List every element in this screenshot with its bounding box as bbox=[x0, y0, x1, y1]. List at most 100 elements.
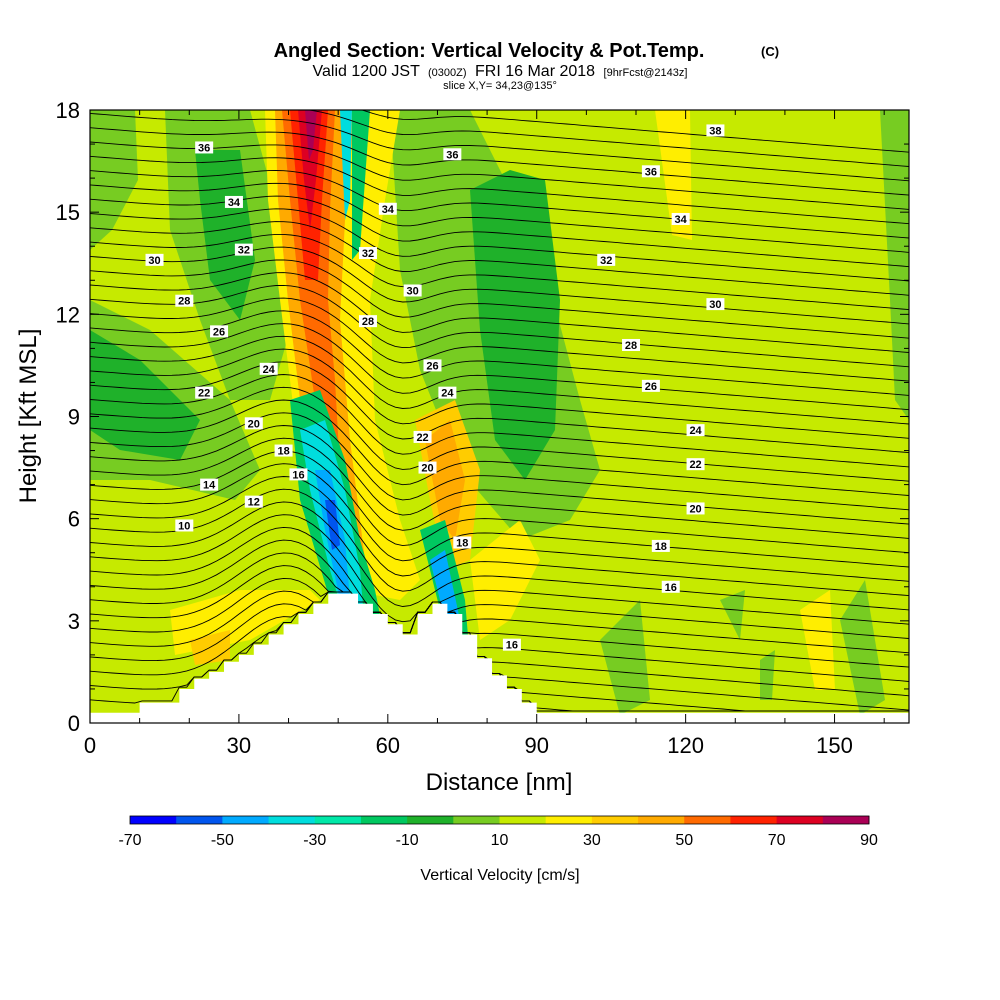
y-tick-label: 12 bbox=[56, 302, 80, 327]
contour-label-text: 26 bbox=[426, 360, 438, 372]
pot-temp-contour bbox=[90, 112, 909, 182]
colorbar-swatch bbox=[591, 816, 639, 824]
x-axis: 0 30 60 90 120 150 bbox=[84, 110, 885, 758]
colorbar-tick-label: 90 bbox=[860, 832, 878, 849]
contour-label-text: 36 bbox=[645, 166, 657, 178]
y-tick-label: 9 bbox=[68, 405, 80, 430]
streak-green bbox=[352, 110, 370, 260]
pot-temp-contour bbox=[90, 272, 909, 353]
contour-label-text: 34 bbox=[228, 197, 241, 209]
contour-label: 32 bbox=[358, 247, 377, 260]
subtitle-valid: Valid 1200 JST bbox=[313, 63, 421, 80]
y-tick-label: 15 bbox=[56, 200, 80, 225]
contour-label-bg bbox=[502, 638, 521, 651]
contour-label-text: 16 bbox=[292, 469, 304, 481]
contour-label-bg bbox=[403, 284, 422, 297]
updraft-plume-inner bbox=[282, 110, 340, 480]
downdraft-second-inner bbox=[430, 550, 460, 630]
contour-label-text: 24 bbox=[263, 364, 276, 376]
contour-label: 22 bbox=[686, 458, 705, 471]
contour-label-bg bbox=[259, 362, 278, 375]
pot-temp-contour bbox=[90, 450, 909, 554]
y-tick-label: 18 bbox=[56, 98, 80, 123]
contour-label: 36 bbox=[195, 141, 214, 154]
colorbar-swatch bbox=[730, 816, 778, 824]
contour-label-bg bbox=[145, 253, 164, 266]
contour-label-text: 30 bbox=[407, 285, 419, 297]
contour-label-bg bbox=[686, 424, 705, 437]
contour-label-text: 36 bbox=[198, 142, 210, 154]
contour-label-text: 22 bbox=[689, 459, 701, 471]
contour-label-bg bbox=[274, 444, 293, 457]
contour-label-text: 28 bbox=[625, 340, 637, 352]
pot-temp-contour bbox=[360, 110, 909, 153]
ww-region-center-dark bbox=[470, 170, 560, 480]
pot-temp-contour bbox=[90, 141, 909, 210]
colorbar-label: Vertical Velocity [cm/s] bbox=[420, 867, 579, 884]
pot-temp-contour bbox=[90, 526, 909, 639]
contour-label-text: 20 bbox=[248, 418, 260, 430]
contour-label-bg bbox=[418, 461, 437, 474]
contour-label-bg bbox=[423, 359, 442, 372]
colorbar-swatch bbox=[360, 816, 408, 824]
contour-label-bg bbox=[244, 417, 263, 430]
contour-label: 12 bbox=[244, 495, 263, 509]
pot-temp-contour bbox=[90, 501, 909, 611]
colorbar-tick-label: -70 bbox=[118, 832, 141, 849]
pot-temp-contour bbox=[90, 182, 909, 253]
contour-label-text: 22 bbox=[198, 388, 210, 400]
contour-label: 24 bbox=[438, 386, 457, 400]
contour-label: 10 bbox=[175, 519, 194, 532]
x-tick-label: 120 bbox=[667, 733, 704, 758]
contour-label-bg bbox=[210, 325, 229, 338]
contour-label: 36 bbox=[641, 165, 660, 178]
contour-label: 18 bbox=[651, 539, 670, 553]
contour-label-bg bbox=[358, 247, 377, 260]
contour-label: 20 bbox=[686, 502, 705, 515]
contour-label-bg bbox=[706, 298, 725, 311]
contour-label-bg bbox=[686, 502, 705, 515]
contour-label-bg bbox=[234, 243, 253, 256]
pot-temp-contour bbox=[90, 323, 909, 411]
contour-label: 16 bbox=[289, 468, 308, 481]
ww-region-east-lower-2 bbox=[840, 580, 885, 715]
x-tick-label: 90 bbox=[524, 733, 548, 758]
pot-temp-contour bbox=[90, 233, 909, 311]
contour-label-bg bbox=[224, 195, 243, 208]
ww-region-west-mid-dark bbox=[90, 330, 200, 460]
contour-label-text: 20 bbox=[421, 463, 433, 475]
x-axis-label: Distance [nm] bbox=[426, 769, 573, 796]
contour-label-bg bbox=[358, 315, 377, 328]
contour-label-text: 34 bbox=[675, 214, 688, 226]
contour-label-text: 24 bbox=[689, 425, 702, 437]
pot-temp-contour bbox=[90, 437, 909, 539]
contour-label-bg bbox=[175, 519, 194, 532]
contour-label-bg bbox=[622, 338, 641, 351]
y-tick-label: 6 bbox=[68, 507, 80, 532]
colorbar-swatch bbox=[499, 816, 547, 824]
contour-label: 28 bbox=[358, 315, 377, 328]
pot-temp-contour bbox=[90, 476, 909, 582]
contour-label-text: 18 bbox=[456, 538, 468, 550]
contour-label-text: 26 bbox=[213, 326, 225, 338]
ww-region-band-1-dark bbox=[195, 150, 255, 320]
colorbar-swatch bbox=[407, 816, 454, 824]
chart-title-unit: (C) bbox=[761, 44, 779, 59]
contour-label: 18 bbox=[274, 444, 293, 458]
contour-label-bg bbox=[195, 141, 214, 154]
pot-temp-contour bbox=[90, 399, 909, 496]
contour-label-bg bbox=[651, 539, 670, 552]
colorbar-tick-label: 30 bbox=[583, 832, 601, 849]
colorbar-tick-label: 50 bbox=[675, 832, 693, 849]
contour-label-bg bbox=[686, 458, 705, 471]
pot-temp-contour bbox=[90, 552, 909, 668]
streak-cyan bbox=[340, 110, 352, 220]
contour-label-text: 20 bbox=[689, 503, 701, 515]
contour-label: 26 bbox=[641, 379, 660, 393]
colorbar-tick-label: -10 bbox=[396, 832, 419, 849]
y-axis-label: Height [Kft MSL] bbox=[15, 329, 42, 504]
contour-label: 18 bbox=[453, 536, 472, 550]
pot-temp-contour bbox=[90, 361, 909, 454]
